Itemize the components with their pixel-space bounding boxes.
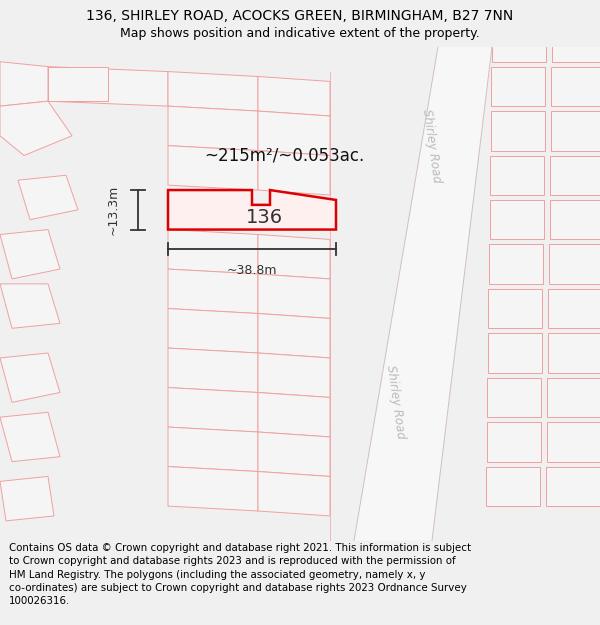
Polygon shape bbox=[48, 67, 108, 101]
Polygon shape bbox=[168, 71, 258, 111]
Polygon shape bbox=[550, 156, 600, 195]
Polygon shape bbox=[258, 76, 330, 116]
Polygon shape bbox=[549, 244, 600, 284]
Polygon shape bbox=[547, 378, 600, 418]
Polygon shape bbox=[491, 67, 545, 106]
Polygon shape bbox=[546, 466, 600, 506]
Polygon shape bbox=[168, 146, 258, 190]
Polygon shape bbox=[492, 22, 546, 62]
Polygon shape bbox=[168, 348, 258, 392]
Text: Map shows position and indicative extent of the property.: Map shows position and indicative extent… bbox=[120, 27, 480, 40]
Polygon shape bbox=[490, 156, 544, 195]
Text: ~215m²/~0.053ac.: ~215m²/~0.053ac. bbox=[204, 146, 364, 164]
Polygon shape bbox=[258, 314, 330, 358]
Polygon shape bbox=[168, 427, 258, 471]
Polygon shape bbox=[550, 200, 600, 239]
Polygon shape bbox=[168, 229, 258, 274]
Polygon shape bbox=[487, 422, 541, 462]
Polygon shape bbox=[489, 244, 543, 284]
Polygon shape bbox=[547, 422, 600, 462]
Polygon shape bbox=[0, 353, 60, 402]
Polygon shape bbox=[551, 111, 600, 151]
Polygon shape bbox=[491, 111, 545, 151]
Polygon shape bbox=[0, 284, 60, 328]
Text: Shirley Road: Shirley Road bbox=[421, 108, 443, 183]
Polygon shape bbox=[258, 111, 330, 156]
Polygon shape bbox=[0, 101, 72, 156]
Polygon shape bbox=[168, 269, 258, 314]
Polygon shape bbox=[258, 274, 330, 318]
Polygon shape bbox=[168, 106, 258, 151]
Polygon shape bbox=[258, 151, 330, 195]
Polygon shape bbox=[548, 289, 600, 328]
Polygon shape bbox=[487, 378, 541, 418]
Polygon shape bbox=[258, 432, 330, 476]
Polygon shape bbox=[551, 67, 600, 106]
Polygon shape bbox=[488, 333, 542, 372]
Text: ~13.3m: ~13.3m bbox=[107, 185, 120, 235]
Text: 136, SHIRLEY ROAD, ACOCKS GREEN, BIRMINGHAM, B27 7NN: 136, SHIRLEY ROAD, ACOCKS GREEN, BIRMING… bbox=[86, 9, 514, 23]
Polygon shape bbox=[258, 234, 330, 279]
Polygon shape bbox=[168, 466, 258, 511]
Polygon shape bbox=[258, 353, 330, 398]
Text: ~38.8m: ~38.8m bbox=[227, 264, 277, 277]
Polygon shape bbox=[0, 412, 60, 462]
Polygon shape bbox=[488, 289, 542, 328]
Polygon shape bbox=[258, 392, 330, 437]
Polygon shape bbox=[0, 229, 60, 279]
Text: 136: 136 bbox=[245, 208, 283, 227]
Polygon shape bbox=[548, 333, 600, 372]
Polygon shape bbox=[490, 200, 544, 239]
Polygon shape bbox=[486, 466, 540, 506]
Polygon shape bbox=[168, 190, 336, 229]
Polygon shape bbox=[18, 175, 78, 219]
Text: Contains OS data © Crown copyright and database right 2021. This information is : Contains OS data © Crown copyright and d… bbox=[9, 543, 471, 606]
Polygon shape bbox=[0, 62, 48, 106]
Polygon shape bbox=[0, 476, 54, 521]
Polygon shape bbox=[12, 67, 168, 106]
Polygon shape bbox=[168, 388, 258, 432]
Polygon shape bbox=[258, 471, 330, 516]
Text: Shirley Road: Shirley Road bbox=[385, 364, 407, 440]
Polygon shape bbox=[552, 22, 600, 62]
Polygon shape bbox=[354, 47, 492, 541]
Polygon shape bbox=[168, 309, 258, 353]
